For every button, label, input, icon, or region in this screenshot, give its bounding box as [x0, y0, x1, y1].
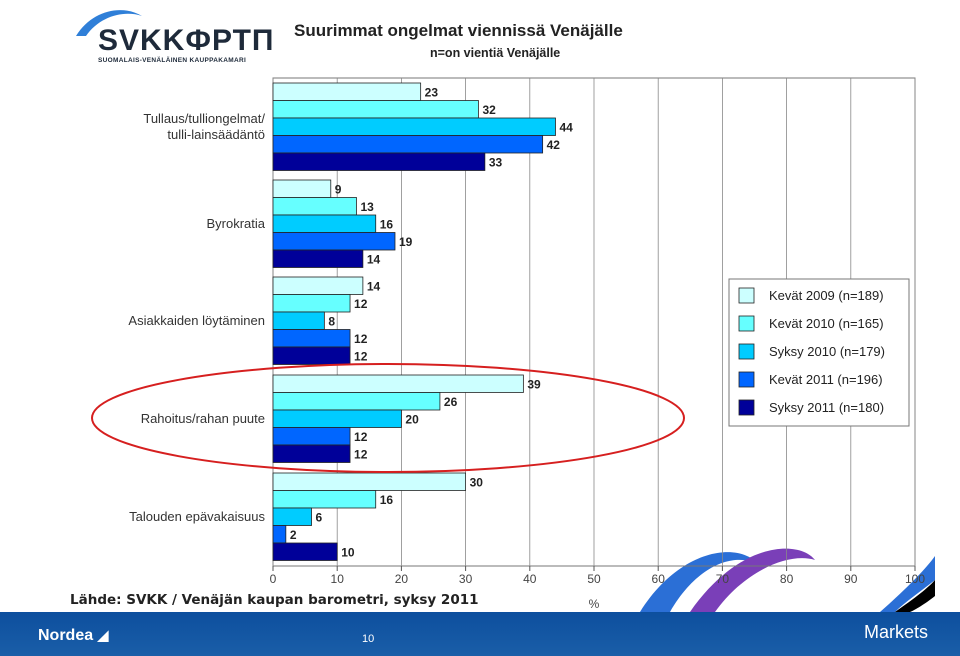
legend-swatch [738, 315, 755, 332]
legend-label: Kevät 2009 (n=189) [769, 288, 884, 303]
bar [272, 392, 441, 411]
bar-value-label: 2 [290, 528, 297, 542]
bar [272, 329, 351, 348]
decorative-swoosh-icon [640, 548, 935, 612]
chart-title: Suurimmat ongelmat viennissä Venäjälle [294, 21, 623, 40]
logo-text: SVKKФРТП [98, 24, 275, 57]
legend-swatch [738, 399, 755, 416]
bar-value-label: 12 [354, 297, 368, 311]
legend-swatch [738, 371, 755, 388]
bar [272, 117, 556, 136]
bar [272, 294, 351, 313]
bar-value-label: 32 [482, 103, 496, 117]
bar-value-label: 19 [399, 235, 413, 249]
bar [272, 197, 357, 216]
bar [272, 249, 364, 268]
bar [272, 232, 396, 251]
bar-value-label: 20 [405, 412, 419, 426]
legend-label: Syksy 2011 (n=180) [769, 400, 884, 415]
svkk-logo: SVKKФРТП SUOMALAIS-VENÄLÄINEN KAUPPAKAMA… [72, 6, 273, 64]
bar-value-label: 12 [354, 430, 368, 444]
bar [272, 427, 351, 446]
bar-value-label: 42 [547, 138, 561, 152]
x-axis-label: % [589, 597, 600, 611]
chart-subtitle: n=on vientiä Venäjälle [430, 46, 561, 60]
bar-value-label: 30 [470, 475, 484, 489]
category-label: tulli-lainsäädäntö [167, 127, 265, 142]
bar [272, 409, 402, 428]
bar [272, 472, 467, 491]
legend-swatch [738, 343, 755, 360]
x-tick-label: 70 [716, 572, 730, 586]
bar [272, 525, 287, 544]
page-number: 10 [362, 633, 375, 645]
bar [272, 179, 332, 198]
bar-value-label: 16 [380, 493, 394, 507]
x-tick-label: 20 [395, 572, 409, 586]
category-label: Tullaus/tulliongelmat/ [143, 111, 265, 126]
x-tick-label: 100 [905, 572, 925, 586]
footer-bar [0, 612, 960, 656]
x-tick-label: 90 [844, 572, 858, 586]
bar [272, 100, 479, 119]
nordea-logo: Nordea ◢ [38, 627, 108, 645]
x-tick-label: 0 [270, 572, 277, 586]
bar-value-label: 14 [367, 252, 381, 266]
bar [272, 311, 325, 330]
bar-value-label: 10 [341, 545, 355, 559]
x-tick-label: 80 [780, 572, 794, 586]
bar-value-label: 9 [335, 182, 342, 196]
bar-value-label: 12 [354, 332, 368, 346]
bar [272, 152, 486, 171]
bar-value-label: 39 [527, 377, 541, 391]
legend-swatch [738, 287, 755, 304]
bar [272, 82, 422, 101]
markets-label: Markets [864, 622, 929, 642]
bar-value-label: 8 [328, 314, 335, 328]
bar [272, 542, 338, 561]
x-tick-label: 30 [459, 572, 473, 586]
bar-chart: 0 10 20 30 40 50 60 70 80 90 100% 23 32 44 42 33 Tullaus… [91, 77, 935, 612]
category-label: Byrokratia [206, 216, 265, 231]
bar-value-label: 14 [367, 279, 381, 293]
x-tick-label: 10 [331, 572, 345, 586]
bar-value-label: 23 [425, 85, 439, 99]
bar [272, 374, 524, 393]
bar-value-label: 6 [316, 510, 323, 524]
bar [272, 276, 364, 295]
bar [272, 507, 312, 526]
bar-value-label: 16 [380, 217, 394, 231]
source-note: Lähde: SVKK / Venäjän kaupan barometri, … [70, 592, 479, 608]
bar [272, 135, 544, 154]
highlight-ellipse [91, 363, 685, 473]
x-tick-label: 40 [523, 572, 537, 586]
bar-value-label: 44 [559, 120, 573, 134]
bar-value-label: 33 [489, 155, 503, 169]
bar [272, 490, 377, 509]
bar [272, 214, 377, 233]
bar-value-label: 12 [354, 447, 368, 461]
bar-value-label: 26 [444, 395, 458, 409]
category-label: Asiakkaiden löytäminen [128, 313, 265, 328]
bar [272, 444, 351, 463]
category-label: Talouden epävakaisuus [129, 509, 265, 524]
legend-label: Syksy 2010 (n=179) [769, 344, 885, 359]
logo-swoosh-icon [76, 10, 142, 36]
x-tick-label: 60 [652, 572, 666, 586]
bar-value-label: 13 [360, 200, 374, 214]
legend-box [728, 278, 910, 427]
bar [272, 346, 351, 365]
logo-subtitle: SUOMALAIS-VENÄLÄINEN KAUPPAKAMARI [98, 57, 247, 64]
legend-label: Kevät 2010 (n=165) [769, 316, 884, 331]
legend-label: Kevät 2011 (n=196) [769, 372, 883, 387]
bar-value-label: 12 [354, 349, 368, 363]
nordea-brand-text: Nordea [38, 627, 94, 644]
x-tick-label: 50 [587, 572, 601, 586]
category-label: Rahoitus/rahan puute [141, 411, 265, 426]
nordea-sail-icon: ◢ [97, 627, 109, 643]
